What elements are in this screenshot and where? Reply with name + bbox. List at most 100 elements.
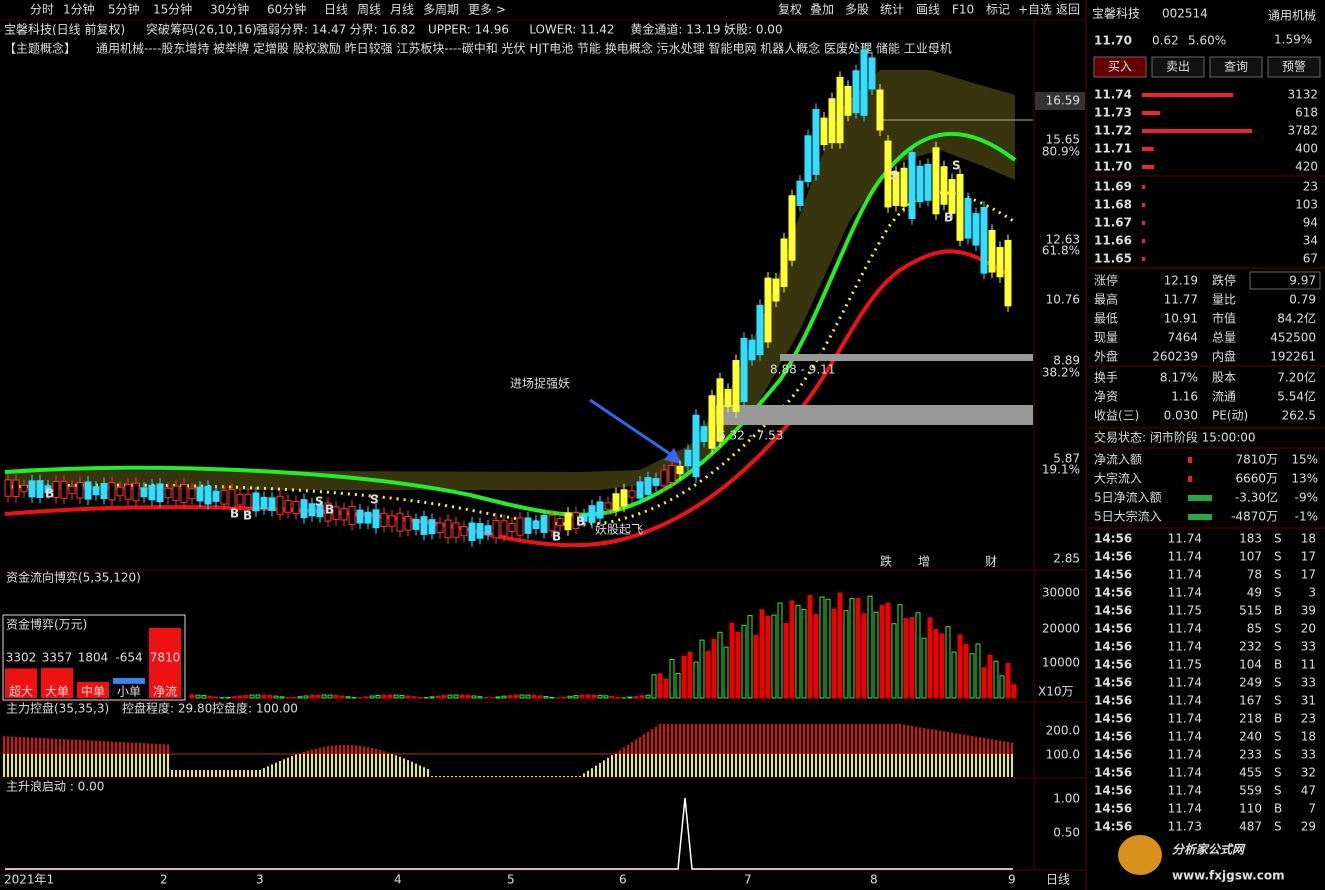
watermark-url: www.fxjgsw.com — [1172, 869, 1285, 883]
tool-button[interactable]: 标记 — [986, 3, 1010, 17]
order-volume: 94 — [1303, 216, 1318, 230]
flow-bar — [867, 595, 873, 699]
candle-body — [156, 483, 164, 503]
period-tab[interactable]: 30分钟 — [210, 2, 249, 17]
tool-button[interactable]: 多股 — [845, 3, 869, 17]
flow-bar — [627, 696, 633, 699]
signal-tag: 增 — [918, 555, 930, 569]
tick-side: S — [1274, 766, 1282, 780]
candle-body — [204, 485, 212, 505]
flow-bar — [507, 695, 513, 699]
flow-indicator — [1188, 514, 1212, 520]
flow-bar — [459, 694, 465, 699]
candle-body — [108, 482, 116, 501]
candle-body — [164, 487, 172, 499]
candle-body — [444, 519, 452, 539]
tool-button[interactable]: 复权 — [778, 3, 802, 17]
tick-side: S — [1274, 694, 1282, 708]
tool-button[interactable]: 统计 — [880, 3, 904, 17]
price-tick: 2.85 — [1053, 552, 1080, 566]
period-tab[interactable]: 更多 > — [468, 3, 506, 17]
tool-button[interactable]: F10 — [952, 3, 974, 17]
period-tab[interactable]: 周线 — [357, 3, 381, 17]
order-price: 11.71 — [1094, 142, 1132, 156]
flow-bar — [465, 694, 471, 699]
signal-marker: B — [944, 211, 953, 225]
flow-bar — [783, 623, 789, 699]
trade-button-label[interactable]: 买入 — [1108, 60, 1132, 74]
flow-box-bar — [5, 668, 37, 698]
trade-button[interactable] — [1151, 56, 1205, 78]
flow-bar — [825, 598, 831, 699]
order-volume: 103 — [1295, 198, 1318, 212]
order-bar — [1142, 93, 1234, 97]
candle-body — [556, 518, 564, 527]
candle-body — [468, 522, 476, 542]
period-tab[interactable]: 分时 — [30, 3, 54, 17]
trade-button[interactable] — [1093, 56, 1147, 78]
flow-bar — [315, 694, 321, 699]
tick-time: 14:56 — [1094, 622, 1132, 636]
middle-line — [4, 191, 1016, 526]
candle-body — [340, 508, 348, 521]
tool-button[interactable]: 画线 — [916, 3, 940, 17]
tick-side: S — [1274, 748, 1282, 762]
period-tab[interactable]: 1分钟 — [63, 2, 95, 17]
flow-bar — [777, 602, 783, 699]
price-tick: 5.87 — [1053, 452, 1080, 466]
flow-bar — [537, 695, 543, 699]
tool-button[interactable]: 叠加 — [810, 3, 834, 17]
stat-label: 流通 — [1212, 390, 1236, 404]
tick-side: S — [1274, 550, 1282, 564]
price-tick: 16.59 — [1046, 94, 1080, 108]
tool-button[interactable]: 返回 — [1056, 3, 1080, 17]
tick-price: 11.74 — [1168, 748, 1202, 762]
period-tab[interactable]: 月线 — [390, 3, 414, 17]
flow-bar — [201, 695, 207, 699]
candle-body — [668, 465, 676, 483]
zone-label: 8.88 - 9.11 — [770, 363, 835, 377]
tick-price: 11.74 — [1168, 784, 1202, 798]
arrow — [589, 398, 677, 460]
period-tab[interactable]: 日线 — [324, 3, 348, 17]
period-tab[interactable]: 15分钟 — [153, 2, 192, 17]
date-label: 9 — [1008, 873, 1016, 887]
candle-body — [916, 165, 924, 203]
trade-button[interactable] — [1209, 56, 1263, 78]
order-bar — [1142, 147, 1154, 151]
flow-bar — [549, 696, 555, 699]
industry: 通用机械 — [1268, 8, 1316, 23]
candle-body — [284, 500, 292, 513]
tool-button[interactable]: +自选 — [1018, 3, 1052, 17]
trade-button-label[interactable]: 卖出 — [1166, 60, 1190, 74]
flow-bar — [363, 696, 369, 699]
trade-button[interactable] — [1267, 56, 1321, 78]
flow-tick: 30000 — [1042, 586, 1080, 600]
order-bar — [1142, 111, 1160, 115]
candle-body — [596, 501, 604, 519]
period-label: 日线 — [1046, 873, 1070, 887]
tick-volume: 455 — [1239, 766, 1262, 780]
stat-label: 净资 — [1094, 390, 1118, 404]
trade-button-label[interactable]: 预警 — [1282, 59, 1306, 74]
period-tab[interactable]: 60分钟 — [267, 2, 306, 17]
candle-body — [636, 481, 644, 499]
candle-body — [748, 339, 756, 361]
flow-bar — [393, 694, 399, 699]
candle-body — [28, 480, 36, 498]
tick-time: 14:56 — [1094, 640, 1132, 654]
stat-value: 9.97 — [1289, 274, 1316, 288]
flow-bar — [603, 695, 609, 699]
tick-side: B — [1274, 712, 1282, 726]
period-tab[interactable]: 5分钟 — [108, 2, 140, 17]
trade-button-label[interactable]: 查询 — [1224, 60, 1248, 74]
date-label: 4 — [394, 873, 402, 887]
flow-amount: -3.30亿 — [1235, 490, 1278, 505]
flow-bar — [345, 696, 351, 699]
period-tab[interactable]: 多周期 — [423, 3, 459, 17]
order-bar — [1142, 221, 1145, 225]
flow-box-bar — [41, 667, 73, 698]
flow-label: 5日大宗流入 — [1094, 509, 1162, 524]
candle-body — [212, 490, 220, 502]
flow-box-label: 大单 — [45, 685, 69, 699]
